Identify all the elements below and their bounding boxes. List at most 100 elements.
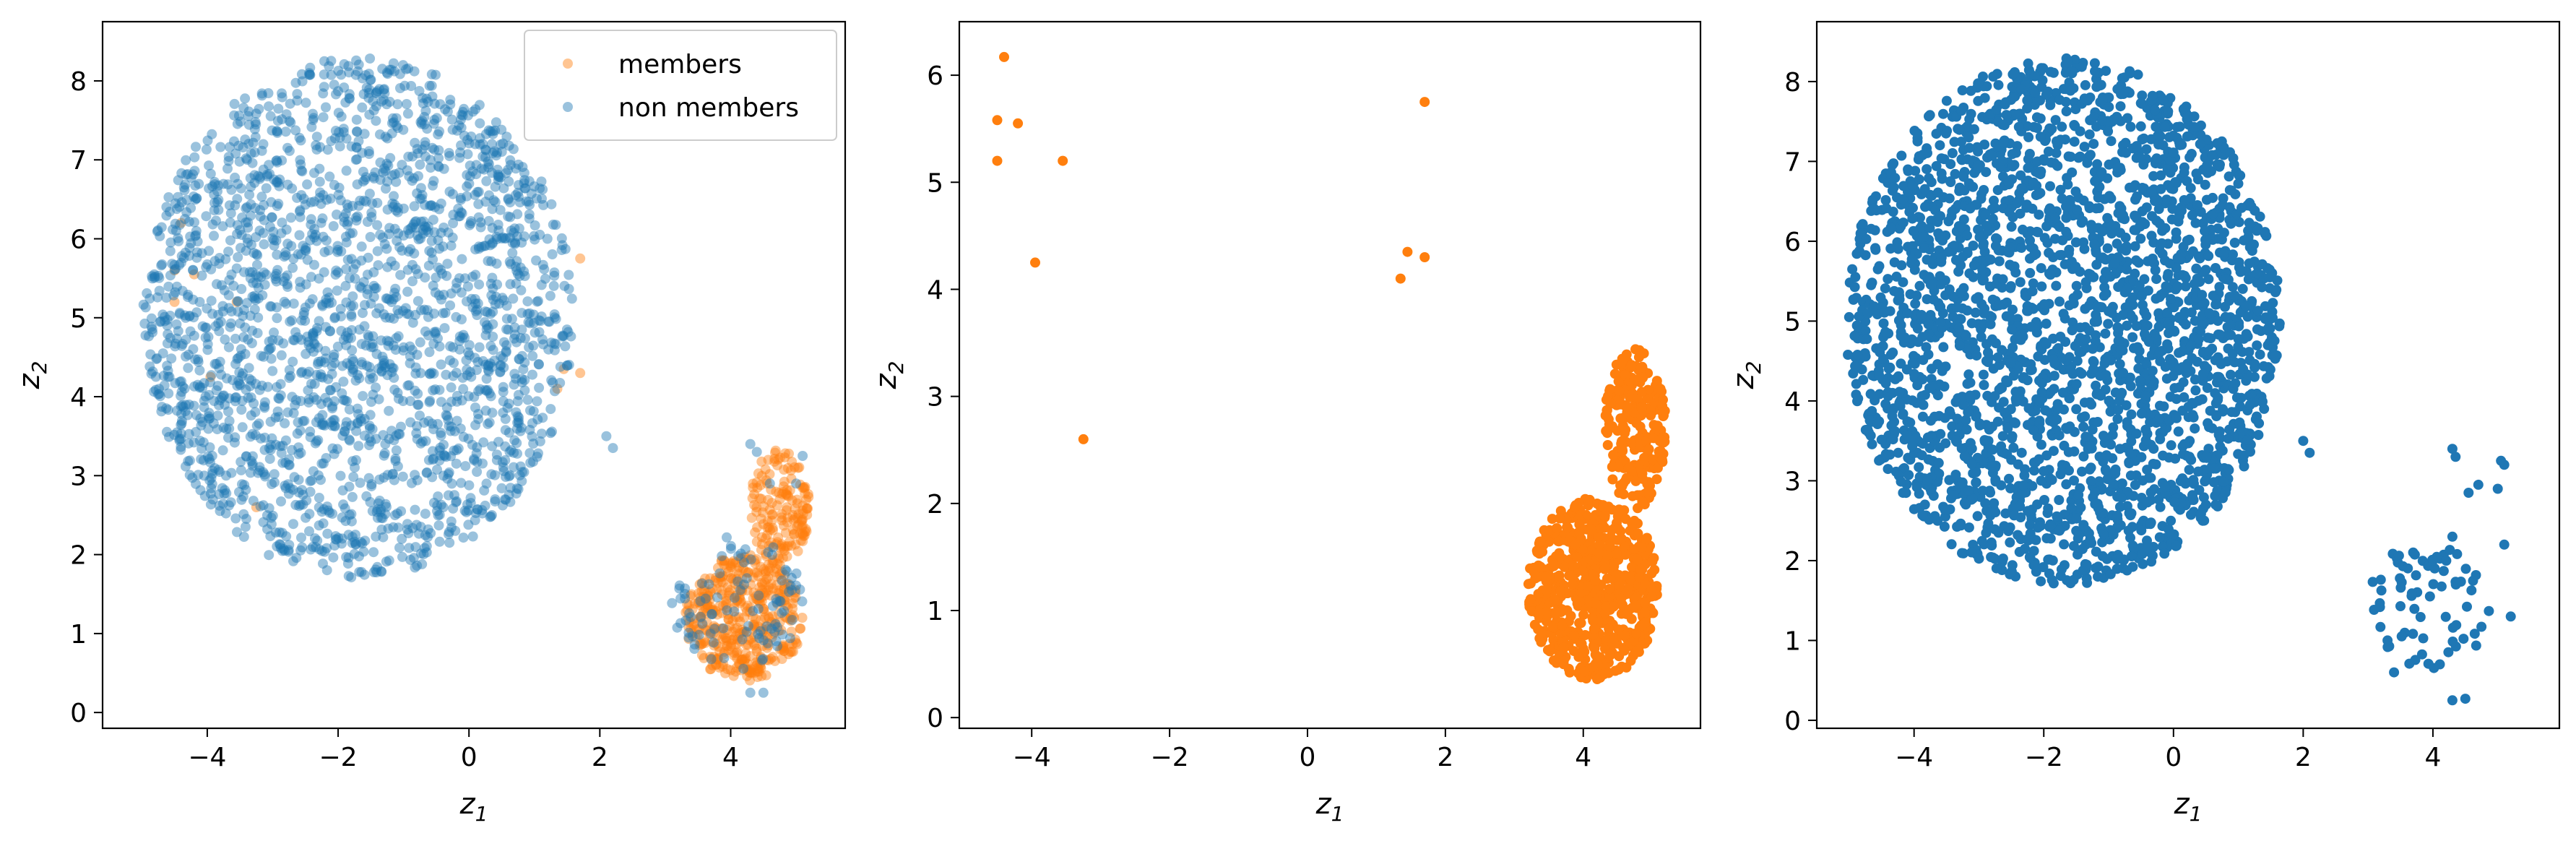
data-point [288, 298, 299, 309]
data-point [753, 666, 764, 677]
data-point [511, 190, 521, 201]
data-point [527, 418, 537, 428]
data-point [280, 435, 291, 446]
data-point [1608, 449, 1619, 460]
data-point [471, 169, 482, 180]
data-point [752, 666, 763, 677]
data-point [748, 619, 758, 630]
data-point [728, 634, 739, 644]
data-point [503, 140, 514, 151]
data-point [229, 110, 240, 121]
data-point [517, 475, 527, 486]
data-point [739, 655, 750, 665]
data-point [365, 423, 375, 434]
data-point [1619, 645, 1630, 656]
data-point [277, 457, 288, 468]
data-point [488, 306, 498, 317]
data-point [293, 442, 304, 453]
data-point [800, 527, 811, 538]
data-point [347, 291, 358, 302]
data-point [444, 467, 454, 478]
data-point [761, 670, 771, 681]
data-point [321, 102, 331, 113]
data-point [758, 603, 769, 614]
data-point [706, 664, 716, 675]
data-point [558, 363, 569, 374]
data-point [362, 269, 373, 280]
data-point [209, 396, 220, 406]
data-point [779, 520, 789, 531]
data-point [794, 462, 805, 473]
data-point [408, 553, 419, 564]
data-point [505, 483, 516, 493]
data-point [517, 467, 527, 478]
data-point [252, 250, 263, 261]
data-point [433, 333, 443, 344]
data-point [2091, 82, 2102, 92]
data-point [288, 254, 299, 264]
data-point [410, 368, 421, 379]
data-point [519, 231, 530, 242]
data-point [252, 328, 263, 338]
data-point [264, 454, 275, 465]
data-point [787, 495, 798, 506]
data-point [290, 77, 301, 88]
data-point [266, 353, 277, 364]
data-point [2091, 546, 2101, 557]
data-point [726, 573, 737, 584]
data-point [683, 634, 694, 644]
data-point [323, 505, 334, 516]
data-point [343, 333, 353, 344]
data-point [466, 293, 477, 304]
data-point [733, 658, 744, 669]
data-point [800, 488, 811, 499]
data-point [486, 469, 497, 480]
data-point [441, 452, 451, 462]
data-point [769, 655, 780, 666]
data-point [407, 317, 418, 328]
data-point [764, 655, 774, 665]
data-point [306, 121, 317, 132]
data-point [757, 579, 768, 590]
data-point [329, 79, 340, 90]
data-point [738, 626, 748, 637]
data-point [751, 447, 762, 457]
data-point [722, 582, 733, 593]
data-point [356, 339, 367, 350]
data-point [2031, 112, 2042, 123]
data-point [420, 151, 431, 162]
data-point [230, 432, 241, 443]
data-point [254, 462, 265, 473]
data-point [527, 350, 538, 361]
data-point [783, 491, 794, 502]
data-point [470, 294, 480, 304]
data-point [405, 417, 416, 428]
data-point [275, 539, 285, 550]
data-point [318, 558, 328, 569]
data-point [382, 69, 393, 79]
data-point [1576, 639, 1587, 649]
data-point [415, 159, 425, 170]
data-point [1615, 580, 1625, 591]
data-point [488, 195, 499, 206]
data-point [521, 196, 532, 207]
data-point [415, 233, 425, 244]
data-point [507, 248, 518, 259]
data-point [779, 611, 790, 622]
data-point [212, 279, 222, 290]
data-point [319, 420, 330, 431]
data-point [533, 296, 543, 306]
data-point [169, 296, 180, 307]
data-point [426, 200, 437, 211]
data-point [455, 423, 466, 434]
data-point [763, 640, 774, 651]
data-point [744, 553, 755, 564]
data-point [733, 569, 744, 579]
data-point [757, 585, 768, 595]
data-point [381, 99, 392, 110]
data-point [404, 171, 415, 181]
data-point [430, 202, 441, 212]
data-point [348, 264, 359, 275]
data-point [425, 528, 436, 538]
